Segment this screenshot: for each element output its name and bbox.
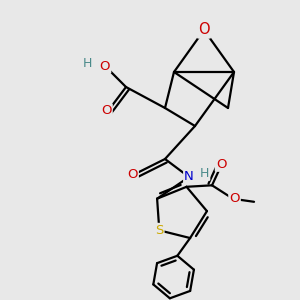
Text: O: O: [100, 59, 110, 73]
Text: O: O: [127, 167, 138, 181]
Text: N: N: [184, 170, 194, 184]
Text: O: O: [198, 22, 210, 38]
Text: H: H: [82, 57, 92, 70]
Text: H: H: [200, 167, 209, 180]
Text: O: O: [229, 192, 240, 205]
Text: S: S: [155, 224, 164, 237]
Text: O: O: [216, 158, 226, 171]
Text: O: O: [101, 104, 112, 118]
